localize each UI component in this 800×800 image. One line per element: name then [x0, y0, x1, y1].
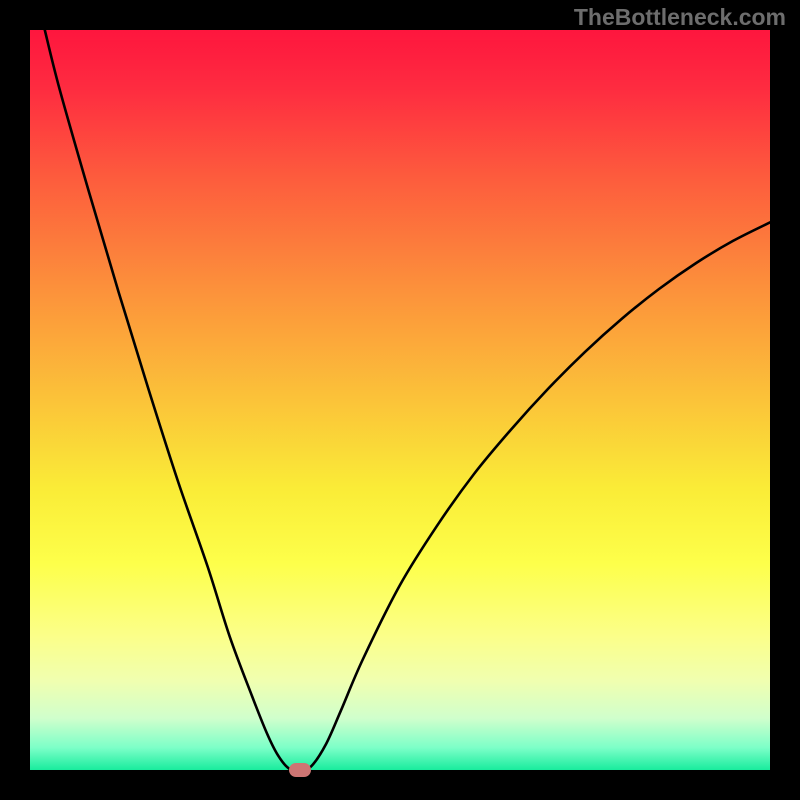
- chart-plot-area: [30, 30, 770, 770]
- chart-curve-layer: [30, 30, 770, 770]
- optimal-point-marker: [289, 763, 311, 777]
- bottleneck-curve: [45, 30, 770, 770]
- watermark-text: TheBottleneck.com: [574, 4, 786, 31]
